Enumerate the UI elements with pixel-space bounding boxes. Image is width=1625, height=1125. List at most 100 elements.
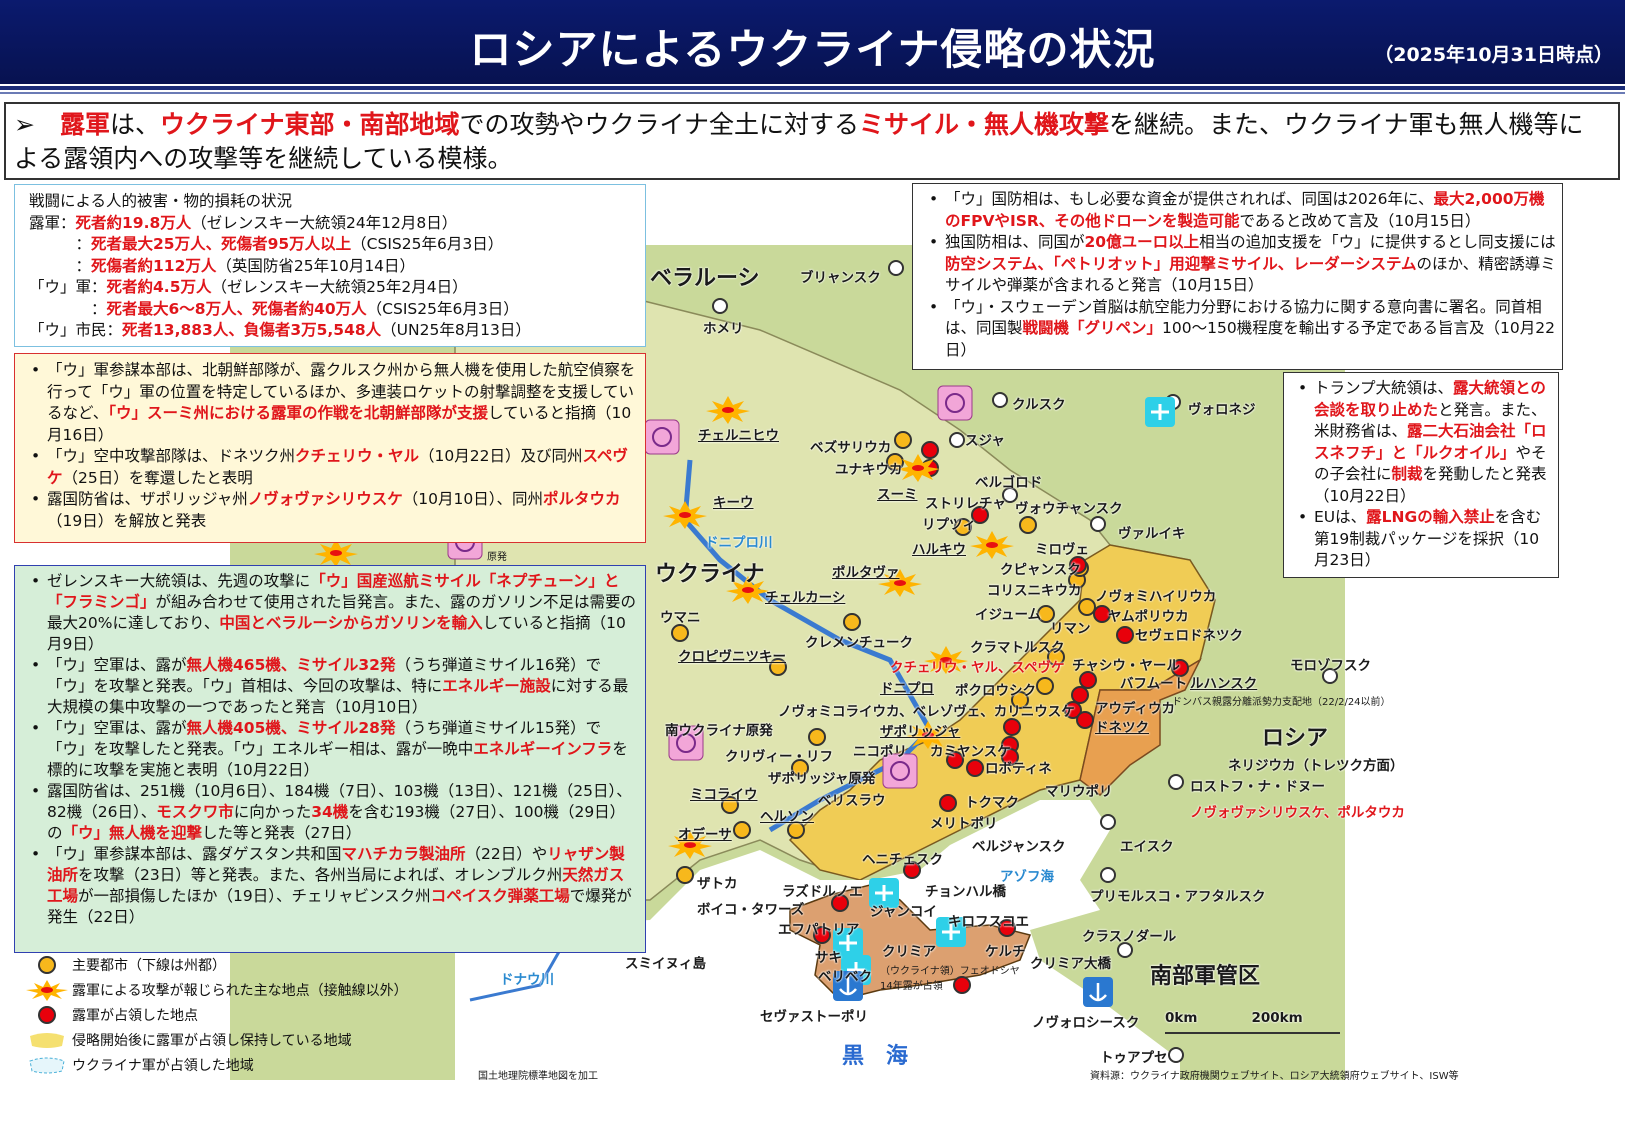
explosion-core (722, 407, 734, 413)
casualty-line: ：死者最大6～8万人、死傷者約40万人（CSIS25年6月3日） (29, 299, 631, 321)
map-label: クロピヴニツキー (678, 649, 786, 665)
major-city-marker (1078, 598, 1096, 616)
occupied-point-marker (1071, 686, 1089, 704)
map-label: マリウポリ (1045, 784, 1113, 800)
map-label: ベラルーシ (650, 266, 760, 291)
text: 「ウ」空軍は、露が (47, 719, 187, 737)
airplane-glyph (875, 885, 893, 901)
text: していると指摘（10月9日） (47, 614, 626, 653)
sanctions-box: トランプ大統領は、露大統領との会談を取り止めたと発言。また、米財務省は、露二大石… (1283, 372, 1559, 578)
explosion-icon (26, 979, 68, 1001)
map-label: トクマク (965, 795, 1019, 811)
atom-symbol (676, 733, 696, 753)
highlight-text: 露LNGの輸入禁止 (1366, 508, 1495, 526)
legend-label: 主要都市（下線は州都） (72, 957, 226, 974)
major-city-marker (676, 866, 694, 884)
legend-item-occupied-area: 侵略開始後に露軍が占領し保持している地域 (22, 1027, 408, 1052)
occupied-point-marker (939, 794, 957, 812)
legend-item-attack: 露軍による攻撃が報じられた主な地点（接触線以外） (22, 977, 408, 1002)
map-label: クラマトルスク (970, 640, 1065, 656)
map-label: リマン (1050, 621, 1091, 637)
highlight-text: 無人機405機、ミサイル28発 (186, 719, 396, 737)
highlight-text: エネルギー施設 (442, 677, 551, 695)
occupied-point-marker (831, 894, 849, 912)
text: 露国防省は、ザポリッジャ州 (47, 490, 248, 508)
text: （英国防省25年10月14日） (216, 256, 416, 275)
casualties-box: 戦闘による人的被害・物的損耗の状況 露軍：死者約19.8万人（ゼレンスキー大統領… (14, 184, 646, 347)
anchor-glyph (1089, 983, 1107, 1002)
map-label: 南部軍管区 (1150, 964, 1261, 989)
russian-city-marker (992, 392, 1008, 408)
russian-city-marker (1090, 516, 1106, 532)
highlight-text: マハチカラ製油所 (341, 845, 466, 863)
map-label: スーミ (877, 487, 918, 503)
map-label: スミイヌィ島 (625, 956, 706, 972)
nuclear-plant-icon (882, 753, 918, 789)
map-label: キーウ (713, 495, 754, 511)
major-city-marker (769, 658, 787, 676)
major-city-marker (1036, 677, 1054, 695)
legend: 主要都市（下線は州都） 露軍による攻撃が報じられた主な地点（接触線以外） 露軍が… (22, 952, 408, 1077)
major-city-marker (954, 518, 972, 536)
highlight-text: 死者13,883人、負傷者3万5,548人 (122, 321, 382, 339)
text: （ゼレンスキー大統領24年12月8日） (191, 213, 458, 232)
legend-item-occupied-point: 露軍が占領した地点 (22, 1002, 408, 1027)
map-label: クリミア (882, 944, 936, 960)
map-label: クピャンスク (1000, 562, 1081, 578)
text: であると改めて言及（10月15日） (1239, 211, 1481, 230)
map-label: カミヤンスケ (930, 744, 1011, 760)
map-label: クチェリウ・ヤル、スペヴケ (890, 660, 1065, 676)
highlight-text: 防空システム、「ペトリオット」用迎撃ミサイル、レーダーシステム (945, 254, 1417, 273)
highlight-text: 露軍 (59, 110, 110, 139)
occupied-point-marker (971, 506, 989, 524)
casualty-line: ：死傷者約112万人（英国防省25年10月14日） (29, 256, 631, 278)
dnipro-river (682, 459, 934, 833)
highlight-text: ウクライナ東部・南部地域 (159, 110, 460, 139)
highlight-text: 死者約19.8万人 (75, 213, 192, 232)
map-label: ベルジャンスク (972, 839, 1066, 855)
text: ➢ (14, 110, 60, 139)
map-label: ノヴォミコライウカ、ベレゾヴェ、カリニウスケ (778, 704, 1075, 720)
military-situation-box: 「ウ」軍参謀本部は、北朝鮮部隊が、露クルスク州から無人機を使用した航空偵察を行っ… (14, 353, 646, 543)
highlight-text: 34機 (311, 803, 349, 821)
map-label: ストリレチャ (925, 496, 1006, 512)
text: やその子会社に (1314, 443, 1547, 484)
text: が一部損傷したほか（19日）、チェリャビンスク州 (78, 887, 431, 905)
map-label: アウディウカ (1095, 701, 1176, 717)
map-label: ドンバス親露分離派勢力支配地（22/2/24以前） (1172, 697, 1391, 708)
text: 「ウ」国防相は、もし必要な資金が提供されれば、同国は2026年に、 (945, 190, 1434, 208)
text: 露軍： (29, 213, 76, 232)
bullet-item: 「ウ」軍参謀本部は、露ダゲスタン共和国マハチカラ製油所（22日）やリャザン製油所… (21, 844, 639, 928)
map-label: ハルキウ (912, 542, 966, 558)
bullet-item: 「ウ」軍参謀本部は、北朝鮮部隊が、露クルスク州から無人機を使用した航空偵察を行っ… (21, 360, 639, 446)
major-city-marker (808, 728, 826, 746)
occupied-point-marker (946, 751, 964, 769)
map-label: ノヴォヴァシリウスケ、ポルタウカ (1190, 805, 1405, 821)
map-label: ドネツク (1095, 720, 1149, 736)
major-city-marker (733, 821, 751, 839)
atom-symbol (945, 393, 965, 413)
map-label: ベルゴロド (975, 475, 1043, 491)
occupied-point-marker (921, 441, 939, 459)
text: での攻勢やウクライナ全土に対する (459, 110, 860, 139)
occupied-point-marker (1079, 671, 1097, 689)
text: （19日）を解放と発表 (47, 511, 207, 530)
map-label: イジューム (975, 607, 1042, 623)
highlight-text: 中国とベラルーシからガソリンを輸入 (219, 614, 483, 632)
highlight-text: リャザン製油所 (47, 845, 625, 884)
text: ： (29, 256, 92, 275)
map-label: ケルチ (985, 944, 1026, 960)
highlight-text: ノヴォヴァシリウスケ (247, 490, 403, 508)
text: ： (29, 235, 92, 253)
occupied-point-marker (1001, 748, 1019, 766)
map-label: ヘニチェスク (862, 852, 943, 868)
occupied-point-marker (966, 759, 984, 777)
text: 「ウ」空中攻撃部隊は、ドネツク州 (47, 447, 296, 465)
legend-label: 露軍が占領した地点 (72, 1007, 198, 1024)
highlight-text: 最大2,000万機のFPVやISR、その他ドローンを製造可能 (945, 190, 1545, 230)
map-label: トゥアプセ (1100, 1050, 1168, 1066)
russian-city-marker (1100, 814, 1116, 830)
explosion-core (922, 732, 934, 738)
map-label: チャシウ・ヤール (1072, 658, 1180, 674)
airplane-glyph (839, 935, 857, 951)
